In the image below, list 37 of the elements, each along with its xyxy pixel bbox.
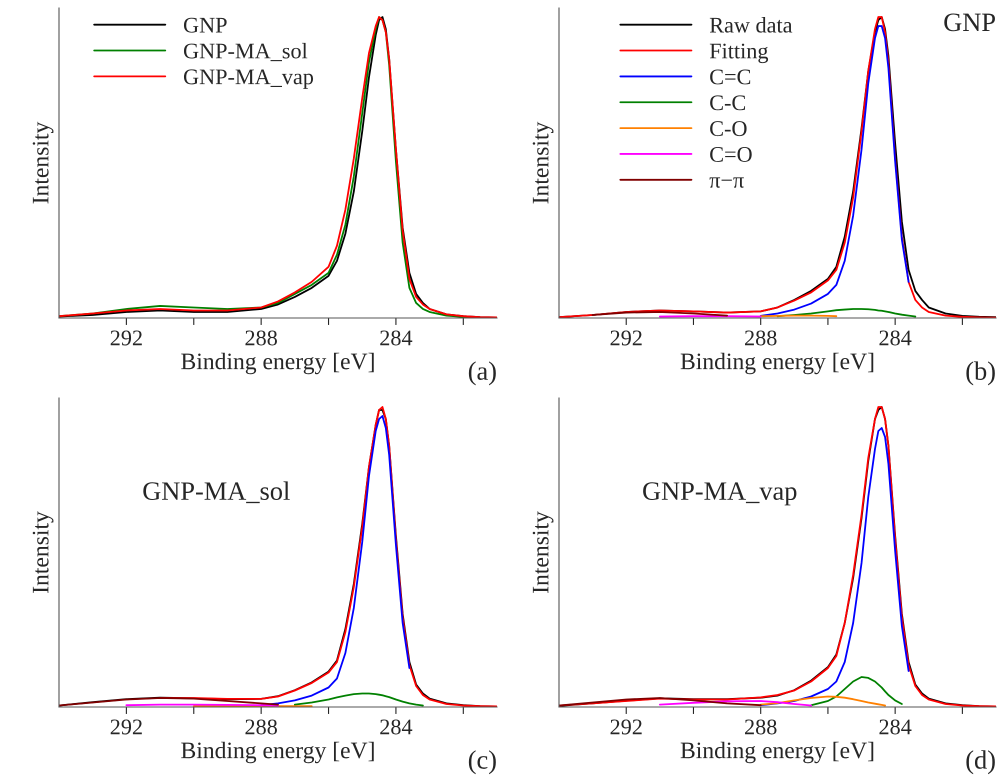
text: (c) xyxy=(468,750,496,774)
legend-label: Raw data xyxy=(710,17,792,33)
legend-label: π−π xyxy=(710,177,744,188)
text: (a) xyxy=(468,361,496,386)
legend-label: Fitting xyxy=(710,44,768,64)
x-axis-title: Binding energy [eV] xyxy=(181,352,374,374)
y-axis-title: Intensity xyxy=(32,511,54,593)
x-axis-title: Binding energy [eV] xyxy=(181,742,374,764)
y-axis-title: Intensity xyxy=(532,122,554,204)
text: (d) xyxy=(966,750,995,774)
x-tick-label: 284 xyxy=(380,330,412,346)
legend-label: C=O xyxy=(710,147,752,162)
legend-label: C-C xyxy=(710,95,746,110)
x-tick-label: 284 xyxy=(879,330,912,346)
y-axis-title: Intensity xyxy=(532,511,554,593)
x-tick-label: 288 xyxy=(245,330,277,346)
legend-label: C=C xyxy=(710,69,750,84)
x-axis-title: Binding energy [eV] xyxy=(680,742,874,764)
legend-label: GNP xyxy=(184,18,227,33)
y-axis-title: Intensity xyxy=(32,122,54,204)
x-tick-label: 292 xyxy=(610,330,642,346)
annotation: GNP-MA_vap xyxy=(643,482,796,506)
annotation: GNP xyxy=(944,13,995,32)
legend-label: C-O xyxy=(710,121,747,136)
x-tick-label: 292 xyxy=(110,330,142,346)
x-tick-label: 292 xyxy=(110,720,142,734)
x-tick-label: 288 xyxy=(245,719,277,734)
x-axis-title: Binding energy [eV] xyxy=(680,352,874,374)
x-tick-label: 284 xyxy=(380,719,412,734)
legend-label: GNP-MA_sol xyxy=(184,42,308,62)
x-tick-label: 288 xyxy=(745,719,777,734)
legend-label: GNP-MA_vap xyxy=(184,69,314,89)
x-tick-label: 284 xyxy=(879,719,912,734)
text: (b) xyxy=(966,361,995,386)
x-tick-label: 288 xyxy=(745,330,777,346)
x-tick-label: 292 xyxy=(610,720,642,734)
annotation: GNP-MA_sol xyxy=(143,481,290,504)
